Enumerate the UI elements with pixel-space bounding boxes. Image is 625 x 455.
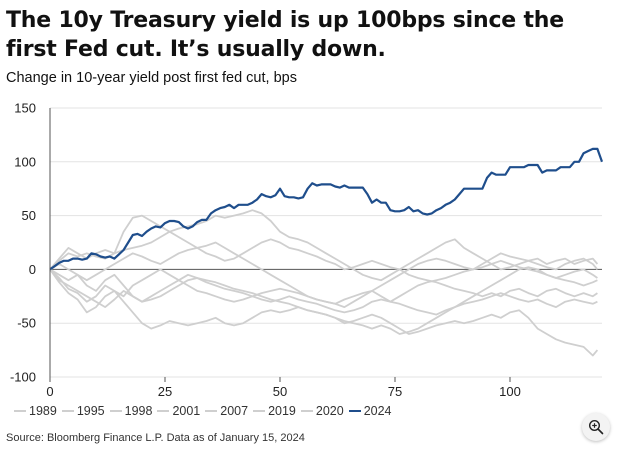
series-line-2024	[49, 147, 604, 271]
series-line-1995	[49, 214, 598, 298]
line-chart: -100 -50 0 50 100 150 0 25 50 75 100	[10, 101, 604, 397]
legend-swatch	[157, 410, 170, 412]
legend-item-1989[interactable]: 1989	[14, 404, 57, 418]
series-line-1989	[49, 268, 599, 357]
series-line-2020	[49, 252, 599, 314]
series-line-1998	[49, 209, 599, 282]
axes: -100 -50 0 50 100 150 0 25 50 75 100	[10, 101, 521, 397]
y-tick-label: -50	[17, 316, 36, 331]
legend-swatch	[61, 410, 74, 412]
legend-label: 2024	[363, 404, 392, 418]
x-tick-label: 100	[499, 384, 521, 396]
legend-item-2001[interactable]: 2001	[157, 404, 200, 418]
legend-label: 2001	[172, 404, 201, 418]
legend-swatch	[109, 410, 122, 412]
legend-swatch	[253, 410, 266, 412]
y-tick-label: -100	[10, 370, 36, 385]
legend-item-2024[interactable]: 2024	[348, 404, 392, 418]
legend-label: 2020	[315, 404, 344, 418]
x-tick-label: 75	[388, 384, 402, 396]
chart-subtitle: Change in 10-year yield post first fed c…	[6, 70, 297, 86]
source-note: Source: Bloomberg Finance L.P. Data as o…	[6, 432, 305, 444]
legend-label: 2007	[220, 404, 249, 418]
legend: 1989 1995 1998 2001 2007 2019 2020 2024	[14, 404, 397, 418]
grid	[50, 107, 602, 378]
legend-item-2020[interactable]: 2020	[300, 404, 344, 418]
x-tick-label: 0	[46, 384, 53, 396]
legend-label: 1995	[76, 404, 105, 418]
y-tick-label: 150	[14, 101, 36, 116]
zoom-button[interactable]	[582, 413, 610, 441]
legend-label: 1989	[29, 404, 57, 418]
legend-item-2019[interactable]: 2019	[253, 404, 296, 418]
legend-swatch	[205, 410, 218, 412]
x-tick-label: 25	[158, 384, 172, 396]
legend-swatch	[348, 410, 361, 412]
legend-item-1995[interactable]: 1995	[61, 404, 105, 418]
y-tick-label: 100	[14, 154, 36, 169]
legend-item-2007[interactable]: 2007	[205, 404, 248, 418]
legend-label: 2019	[268, 404, 296, 418]
x-tick-label: 50	[273, 384, 287, 396]
series-line-2019	[49, 266, 598, 335]
series-lines	[49, 147, 604, 357]
y-tick-label: 50	[22, 208, 36, 223]
series-line-2001	[49, 268, 598, 316]
y-tick-label: 0	[29, 262, 36, 277]
legend-item-1998[interactable]: 1998	[109, 404, 153, 418]
chart-title: The 10y Treasury yield is up 100bps sinc…	[6, 8, 564, 62]
legend-label: 1998	[124, 404, 153, 418]
legend-swatch	[300, 410, 313, 412]
legend-swatch	[14, 410, 26, 412]
zoom-in-icon	[588, 419, 604, 435]
